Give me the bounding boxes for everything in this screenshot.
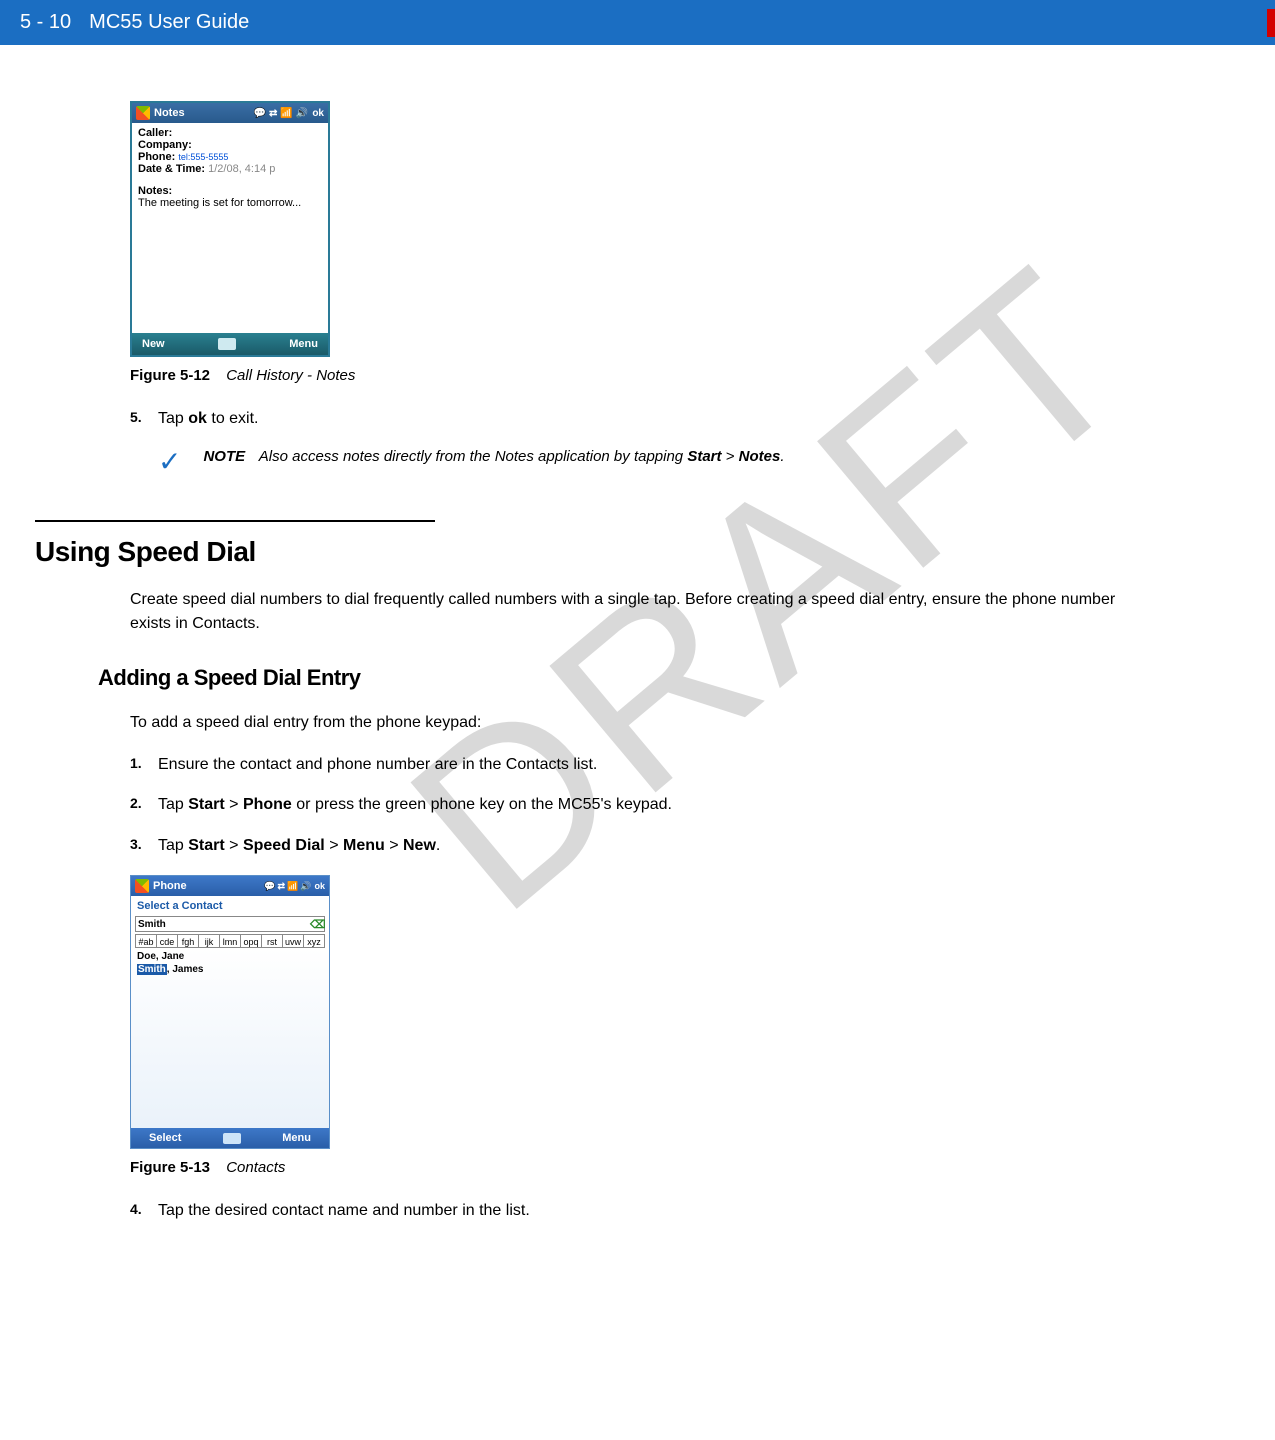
sound-icon: 🔊 — [296, 108, 308, 119]
alpha-tab[interactable]: uvw — [283, 934, 304, 948]
section-divider — [35, 520, 435, 522]
windows-flag-icon — [136, 106, 150, 120]
heading-adding-speed-dial: Adding a Speed Dial Entry — [98, 665, 1145, 691]
keyboard-icon[interactable] — [223, 1133, 241, 1144]
company-label: Company: — [138, 139, 192, 151]
step-text: Tap the desired contact name and number … — [158, 1200, 530, 1222]
red-tab-marker — [1267, 9, 1275, 37]
checkmark-icon: ✓ — [158, 448, 181, 476]
step-text: Tap Start > Speed Dial > Menu > New. — [158, 835, 440, 857]
notes-title: Notes — [154, 107, 185, 119]
step-number: 5. — [130, 408, 158, 430]
step-number: 4. — [130, 1200, 158, 1222]
page-number: 5 - 10 — [20, 11, 71, 34]
alpha-tab[interactable]: ijk — [199, 934, 220, 948]
clear-search-icon[interactable]: ⌫ — [310, 918, 324, 931]
step-4: 4. Tap the desired contact name and numb… — [130, 1200, 1145, 1222]
alpha-tab[interactable]: xyz — [304, 934, 325, 948]
menu-softkey[interactable]: Menu — [289, 338, 318, 350]
new-softkey[interactable]: New — [142, 338, 165, 350]
alpha-tab[interactable]: opq — [241, 934, 262, 948]
adding-intro: To add a speed dial entry from the phone… — [130, 711, 1145, 734]
select-softkey[interactable]: Select — [149, 1132, 181, 1144]
speed-dial-intro: Create speed dial numbers to dial freque… — [130, 588, 1145, 634]
step-text: Tap Start > Phone or press the green pho… — [158, 794, 672, 816]
figure-title: Call History - Notes — [226, 367, 355, 384]
datetime-label: Date & Time: — [138, 163, 205, 175]
phone-titlebar: Phone 💬 ⇄ 📶 🔊 ok — [131, 876, 329, 896]
phone-footer: Select Menu — [131, 1128, 329, 1148]
notes-titlebar: Notes 💬 ⇄ 📶 🔊 ok — [132, 103, 328, 123]
phone-label: Phone: — [138, 151, 175, 163]
contact-row[interactable]: Doe, Jane — [137, 950, 323, 963]
figure-title: Contacts — [226, 1159, 285, 1176]
figure-5-12-caption: Figure 5-12 Call History - Notes — [130, 367, 1145, 384]
note-callout: ✓ NOTE Also access notes directly from t… — [158, 448, 1145, 476]
search-input[interactable] — [136, 919, 310, 930]
figure-number: Figure 5-12 — [130, 367, 210, 384]
search-row: ⌫ — [135, 916, 325, 932]
step-1: 1. Ensure the contact and phone number a… — [130, 754, 1145, 776]
match-highlight: Smith — [137, 964, 167, 975]
guide-title: MC55 User Guide — [89, 11, 249, 34]
note-label: NOTE — [203, 448, 245, 465]
page-header: 5 - 10 MC55 User Guide — [0, 0, 1275, 45]
step-number: 3. — [130, 835, 158, 857]
sound-icon: 🔊 — [300, 881, 311, 892]
notes-screenshot: Notes 💬 ⇄ 📶 🔊 ok Caller: Company: Phone:… — [130, 101, 330, 357]
figure-5-13-caption: Figure 5-13 Contacts — [130, 1159, 1145, 1176]
step-3: 3. Tap Start > Speed Dial > Menu > New. — [130, 835, 1145, 857]
datetime-value: 1/2/08, 4:14 p — [208, 163, 275, 175]
step-number: 2. — [130, 794, 158, 816]
menu-softkey[interactable]: Menu — [282, 1132, 311, 1144]
alpha-tab[interactable]: rst — [262, 934, 283, 948]
figure-number: Figure 5-13 — [130, 1159, 210, 1176]
chat-icon: 💬 — [254, 108, 266, 119]
step-number: 1. — [130, 754, 158, 776]
alpha-tab[interactable]: fgh — [178, 934, 199, 948]
alpha-tab[interactable]: cde — [157, 934, 178, 948]
notes-footer: New Menu — [132, 333, 328, 355]
notes-body: Caller: Company: Phone: tel:555-5555 Dat… — [132, 123, 328, 333]
contacts-screenshot: Phone 💬 ⇄ 📶 🔊 ok Select a Contact ⌫ #ab … — [130, 875, 330, 1149]
signal-icon: 📶 — [287, 881, 298, 892]
heading-using-speed-dial: Using Speed Dial — [35, 536, 1145, 568]
note-text: Also access notes directly from the Note… — [259, 448, 785, 465]
contact-row[interactable]: Smith, James — [137, 963, 323, 976]
notes-label: Notes: — [138, 185, 172, 197]
step-2: 2. Tap Start > Phone or press the green … — [130, 794, 1145, 816]
signal-icon: 📶 — [280, 108, 292, 119]
step-text: Ensure the contact and phone number are … — [158, 754, 597, 776]
contacts-list: Doe, Jane Smith, James — [131, 948, 329, 1128]
ok-button[interactable]: ok — [312, 108, 324, 119]
windows-flag-icon — [135, 879, 149, 893]
select-contact-label: Select a Contact — [131, 896, 329, 916]
phone-title: Phone — [153, 880, 187, 892]
alpha-index-row: #ab cde fgh ijk lmn opq rst uvw xyz — [135, 934, 325, 948]
caller-label: Caller: — [138, 127, 172, 139]
alpha-tab[interactable]: lmn — [220, 934, 241, 948]
chat-icon: 💬 — [264, 881, 275, 892]
alpha-tab[interactable]: #ab — [135, 934, 157, 948]
phone-link[interactable]: tel:555-5555 — [178, 152, 228, 162]
keyboard-icon[interactable] — [218, 338, 236, 350]
sync-icon: ⇄ — [269, 108, 277, 119]
sync-icon: ⇄ — [278, 881, 286, 892]
step-text: Tap ok to exit. — [158, 408, 259, 430]
notes-text: The meeting is set for tomorrow... — [138, 197, 322, 209]
step-5: 5. Tap ok to exit. — [130, 408, 1145, 430]
ok-button[interactable]: ok — [314, 881, 325, 891]
